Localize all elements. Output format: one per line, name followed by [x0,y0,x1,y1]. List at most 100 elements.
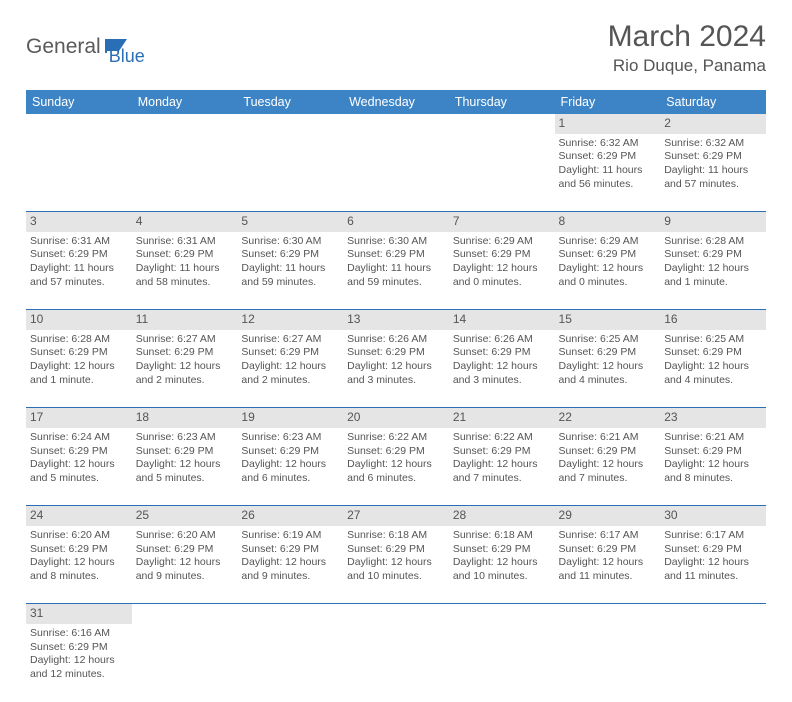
sunset-text: Sunset: 6:29 PM [30,346,128,360]
sunset-text: Sunset: 6:29 PM [559,445,657,459]
sunrise-text: Sunrise: 6:30 AM [347,235,445,249]
day-number-cell: 17 [26,408,132,428]
daylight-text: Daylight: 12 hours and 12 minutes. [30,654,128,681]
sunrise-text: Sunrise: 6:28 AM [30,333,128,347]
day-detail-row: Sunrise: 6:28 AMSunset: 6:29 PMDaylight:… [26,330,766,408]
daylight-text: Daylight: 12 hours and 0 minutes. [453,262,551,289]
sunset-text: Sunset: 6:29 PM [664,543,762,557]
day-detail-cell [555,624,661,702]
sunrise-text: Sunrise: 6:26 AM [453,333,551,347]
day-number-cell: 31 [26,604,132,624]
day-detail-cell [237,624,343,702]
day-detail-cell [237,134,343,212]
logo: General Blue [26,26,145,67]
daylight-text: Daylight: 11 hours and 57 minutes. [30,262,128,289]
day-detail-cell: Sunrise: 6:21 AMSunset: 6:29 PMDaylight:… [555,428,661,506]
day-number-cell: 24 [26,506,132,526]
day-detail-cell: Sunrise: 6:32 AMSunset: 6:29 PMDaylight:… [660,134,766,212]
day-detail-cell [660,624,766,702]
daylight-text: Daylight: 11 hours and 57 minutes. [664,164,762,191]
day-detail-cell: Sunrise: 6:26 AMSunset: 6:29 PMDaylight:… [343,330,449,408]
day-number-cell: 1 [555,114,661,134]
sunrise-text: Sunrise: 6:31 AM [136,235,234,249]
day-detail-cell: Sunrise: 6:24 AMSunset: 6:29 PMDaylight:… [26,428,132,506]
day-detail-cell: Sunrise: 6:23 AMSunset: 6:29 PMDaylight:… [237,428,343,506]
day-number-cell [132,114,238,134]
day-detail-cell: Sunrise: 6:16 AMSunset: 6:29 PMDaylight:… [26,624,132,702]
day-detail-cell: Sunrise: 6:29 AMSunset: 6:29 PMDaylight:… [555,232,661,310]
sunset-text: Sunset: 6:29 PM [347,445,445,459]
day-detail-cell [343,134,449,212]
day-number-cell [660,604,766,624]
daylight-text: Daylight: 12 hours and 6 minutes. [347,458,445,485]
daylight-text: Daylight: 12 hours and 1 minute. [30,360,128,387]
day-number-cell: 15 [555,310,661,330]
sunrise-text: Sunrise: 6:32 AM [664,137,762,151]
sunrise-text: Sunrise: 6:22 AM [453,431,551,445]
weekday-header: Wednesday [343,90,449,114]
sunset-text: Sunset: 6:29 PM [664,346,762,360]
daylight-text: Daylight: 12 hours and 8 minutes. [664,458,762,485]
weekday-header: Thursday [449,90,555,114]
day-detail-cell: Sunrise: 6:18 AMSunset: 6:29 PMDaylight:… [449,526,555,604]
sunset-text: Sunset: 6:29 PM [30,248,128,262]
weekday-header-row: Sunday Monday Tuesday Wednesday Thursday… [26,90,766,114]
day-number-row: 3456789 [26,212,766,232]
day-number-cell: 29 [555,506,661,526]
day-detail-cell: Sunrise: 6:22 AMSunset: 6:29 PMDaylight:… [449,428,555,506]
sunset-text: Sunset: 6:29 PM [30,445,128,459]
day-number-cell: 27 [343,506,449,526]
day-number-cell: 13 [343,310,449,330]
day-detail-cell: Sunrise: 6:18 AMSunset: 6:29 PMDaylight:… [343,526,449,604]
daylight-text: Daylight: 12 hours and 8 minutes. [30,556,128,583]
sunrise-text: Sunrise: 6:21 AM [664,431,762,445]
weekday-header: Tuesday [237,90,343,114]
day-number-row: 12 [26,114,766,134]
sunrise-text: Sunrise: 6:17 AM [559,529,657,543]
daylight-text: Daylight: 11 hours and 56 minutes. [559,164,657,191]
day-number-cell [237,114,343,134]
day-detail-cell: Sunrise: 6:23 AMSunset: 6:29 PMDaylight:… [132,428,238,506]
day-number-cell: 5 [237,212,343,232]
day-number-cell: 26 [237,506,343,526]
calendar-table: Sunday Monday Tuesday Wednesday Thursday… [26,90,766,702]
daylight-text: Daylight: 11 hours and 59 minutes. [347,262,445,289]
sunset-text: Sunset: 6:29 PM [453,346,551,360]
weekday-header: Saturday [660,90,766,114]
daylight-text: Daylight: 12 hours and 3 minutes. [453,360,551,387]
daylight-text: Daylight: 12 hours and 11 minutes. [559,556,657,583]
daylight-text: Daylight: 12 hours and 11 minutes. [664,556,762,583]
daylight-text: Daylight: 12 hours and 2 minutes. [241,360,339,387]
day-number-row: 31 [26,604,766,624]
day-number-cell: 14 [449,310,555,330]
weekday-header: Sunday [26,90,132,114]
sunset-text: Sunset: 6:29 PM [136,248,234,262]
sunset-text: Sunset: 6:29 PM [30,641,128,655]
daylight-text: Daylight: 12 hours and 1 minute. [664,262,762,289]
sunset-text: Sunset: 6:29 PM [559,346,657,360]
sunset-text: Sunset: 6:29 PM [453,543,551,557]
daylight-text: Daylight: 11 hours and 59 minutes. [241,262,339,289]
day-detail-cell: Sunrise: 6:31 AMSunset: 6:29 PMDaylight:… [26,232,132,310]
day-number-cell: 3 [26,212,132,232]
sunset-text: Sunset: 6:29 PM [136,543,234,557]
day-detail-cell: Sunrise: 6:30 AMSunset: 6:29 PMDaylight:… [237,232,343,310]
sunset-text: Sunset: 6:29 PM [664,445,762,459]
daylight-text: Daylight: 12 hours and 10 minutes. [453,556,551,583]
day-detail-cell: Sunrise: 6:26 AMSunset: 6:29 PMDaylight:… [449,330,555,408]
sunrise-text: Sunrise: 6:18 AM [347,529,445,543]
day-number-cell [132,604,238,624]
daylight-text: Daylight: 12 hours and 6 minutes. [241,458,339,485]
day-number-cell [343,114,449,134]
sunrise-text: Sunrise: 6:28 AM [664,235,762,249]
day-number-row: 10111213141516 [26,310,766,330]
day-detail-cell: Sunrise: 6:17 AMSunset: 6:29 PMDaylight:… [660,526,766,604]
weekday-header: Monday [132,90,238,114]
sunrise-text: Sunrise: 6:31 AM [30,235,128,249]
day-number-cell: 19 [237,408,343,428]
day-number-cell: 6 [343,212,449,232]
sunset-text: Sunset: 6:29 PM [453,445,551,459]
day-detail-cell: Sunrise: 6:27 AMSunset: 6:29 PMDaylight:… [132,330,238,408]
day-number-cell: 8 [555,212,661,232]
daylight-text: Daylight: 12 hours and 4 minutes. [664,360,762,387]
